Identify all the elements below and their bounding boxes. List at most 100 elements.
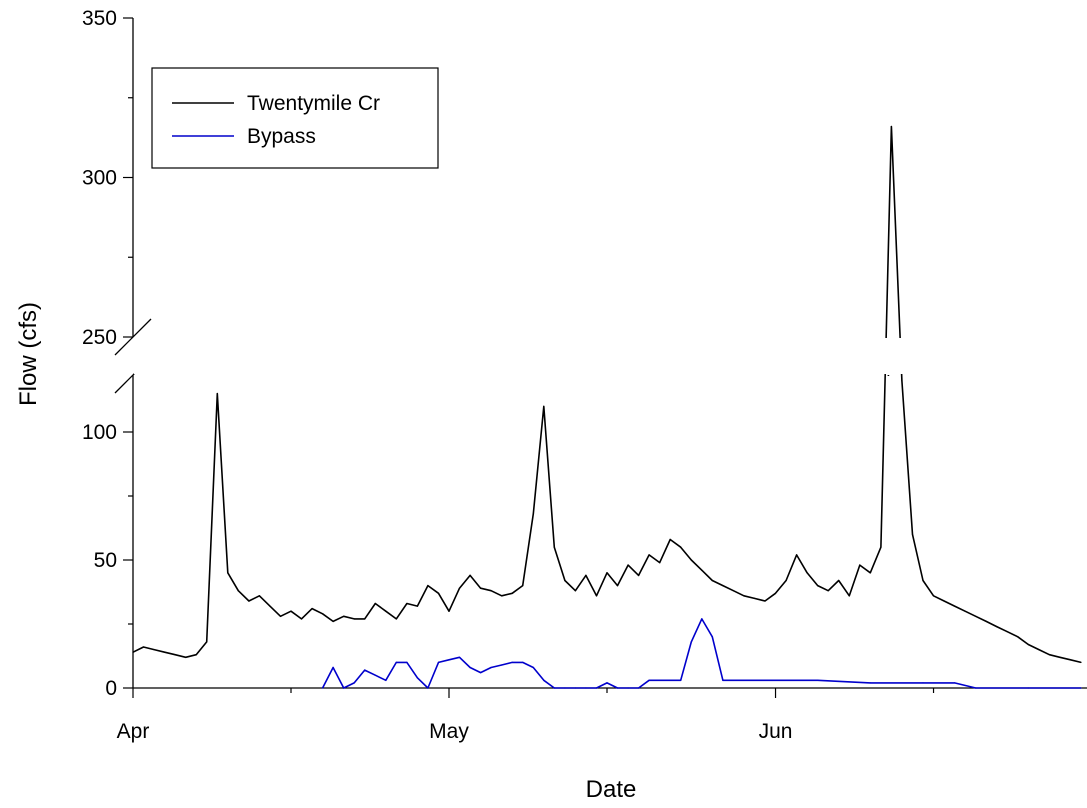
data-point xyxy=(448,659,450,661)
data-point xyxy=(501,595,503,597)
data-point xyxy=(279,615,282,617)
data-point xyxy=(290,610,292,612)
data-point xyxy=(216,393,218,395)
data-point xyxy=(616,687,619,689)
data-point xyxy=(574,590,577,592)
data-point xyxy=(595,687,598,689)
data-point xyxy=(806,572,808,574)
data-point xyxy=(1048,654,1050,656)
data-point xyxy=(648,679,650,681)
data-point xyxy=(406,602,408,605)
data-point xyxy=(922,682,924,684)
x-tick-label: Jun xyxy=(759,720,793,743)
data-point xyxy=(595,595,598,597)
data-point xyxy=(532,513,534,515)
data-point xyxy=(1006,631,1008,633)
data-point xyxy=(848,595,850,597)
data-point xyxy=(606,682,608,684)
data-point xyxy=(869,572,871,574)
data-point xyxy=(1069,659,1072,661)
data-point xyxy=(395,618,397,620)
legend-label-bypass: Bypass xyxy=(247,125,316,148)
data-point xyxy=(311,608,313,610)
data-point xyxy=(638,574,640,577)
data-point xyxy=(817,679,819,681)
data-point xyxy=(743,595,745,597)
data-point xyxy=(132,651,134,653)
x-tick-label: May xyxy=(429,720,469,743)
data-point xyxy=(458,656,461,658)
legend: Twentymile Cr Bypass xyxy=(151,67,439,169)
data-point xyxy=(343,615,345,617)
data-point xyxy=(638,687,640,689)
data-point xyxy=(322,613,324,615)
data-point xyxy=(543,679,545,681)
data-point xyxy=(648,554,650,556)
data-point xyxy=(164,651,166,653)
data-point xyxy=(669,679,671,681)
data-point xyxy=(1017,636,1019,638)
data-point xyxy=(753,597,756,600)
data-point xyxy=(680,546,682,548)
data-point xyxy=(985,620,987,623)
data-point xyxy=(364,618,366,620)
data-point xyxy=(385,679,387,681)
data-point xyxy=(364,669,366,671)
data-point xyxy=(764,679,766,681)
data-point xyxy=(964,610,966,612)
axes: 0 50 100 250 300 350 Apr May Jun xyxy=(82,7,1087,743)
x-tick-label: Apr xyxy=(117,720,150,743)
data-point xyxy=(416,605,418,607)
data-point xyxy=(185,656,187,658)
data-point xyxy=(890,125,893,128)
data-point xyxy=(385,610,387,612)
series-line-1 xyxy=(321,618,1081,689)
data-point xyxy=(880,546,882,548)
data-point xyxy=(975,615,977,617)
data-point xyxy=(501,664,503,666)
data-point xyxy=(490,590,492,592)
data-point xyxy=(153,649,155,651)
data-point xyxy=(522,661,524,664)
data-point xyxy=(817,585,819,587)
data-point xyxy=(627,687,629,689)
data-point xyxy=(195,654,197,656)
data-point xyxy=(901,380,903,382)
data-point xyxy=(796,554,798,556)
data-point xyxy=(437,661,440,664)
data-point xyxy=(458,587,461,589)
data-point xyxy=(437,592,440,594)
data-point xyxy=(701,569,703,571)
series-layer xyxy=(132,125,1087,689)
data-point xyxy=(532,666,534,669)
data-point xyxy=(1059,656,1061,658)
data-point xyxy=(743,679,745,681)
data-point xyxy=(690,559,692,561)
data-point xyxy=(732,679,735,681)
data-point xyxy=(954,605,956,607)
series-line-0 xyxy=(132,125,1082,664)
data-point xyxy=(448,610,450,612)
data-point xyxy=(564,687,566,689)
legend-label-twentymile: Twentymile Cr xyxy=(247,92,380,115)
data-point xyxy=(911,533,914,536)
data-point xyxy=(353,618,355,620)
data-point xyxy=(406,661,408,664)
data-point xyxy=(627,564,629,566)
data-point xyxy=(511,592,513,594)
data-point xyxy=(711,579,713,582)
data-point xyxy=(480,587,482,589)
data-point xyxy=(690,641,692,643)
data-point xyxy=(722,585,724,587)
data-point xyxy=(343,687,345,689)
data-point xyxy=(227,572,229,574)
data-point xyxy=(374,602,376,605)
data-point xyxy=(332,666,334,669)
data-point xyxy=(606,572,608,574)
data-point xyxy=(680,679,682,681)
data-point xyxy=(669,538,671,541)
data-point xyxy=(975,687,977,689)
data-point xyxy=(322,687,324,689)
data-point xyxy=(1027,687,1029,689)
data-point xyxy=(427,687,429,689)
